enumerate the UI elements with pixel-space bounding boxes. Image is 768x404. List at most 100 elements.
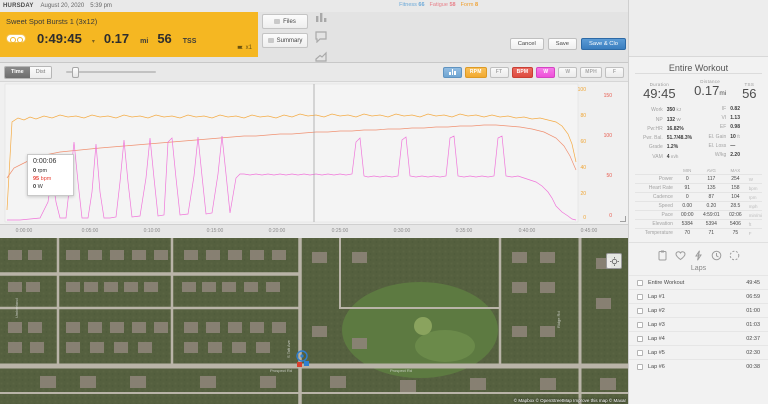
panel-title: Entire Workout [668, 63, 729, 73]
metric-button-w-power[interactable]: W [536, 66, 556, 78]
chart-toolbar: Time Dist RPM FT BPM W W MPH F [0, 63, 628, 82]
lightning-icon[interactable] [693, 250, 704, 261]
lap-checkbox[interactable] [637, 293, 643, 300]
list-icon [267, 38, 274, 43]
clipboard-icon[interactable] [657, 250, 668, 261]
table-row: Power 0 117 254 W [635, 174, 762, 184]
list-item[interactable]: Lap #3 01:03 [629, 317, 768, 331]
stat-tss: TSS 56 [742, 82, 757, 101]
stat-vi: VI 1.13 [721, 115, 740, 121]
metric-button-rpm[interactable]: RPM [464, 66, 487, 78]
table-row: Temperature 70 71 75 F [635, 228, 762, 237]
table-row: Speed 0.00 0.20 28.5 mph [635, 201, 762, 211]
heart-icon[interactable] [675, 250, 686, 261]
stat-distance: Distance 0.17mi [694, 79, 727, 98]
files-button[interactable]: Files [262, 14, 308, 29]
list-item[interactable]: Lap #4 02:37 [629, 331, 768, 345]
satellite-map-image: Umberland S Taft Ave Ridge Rd Prospect R… [0, 238, 628, 404]
clock-icon[interactable] [711, 250, 722, 261]
bar-chart-icon[interactable] [314, 10, 328, 23]
table-row: Pace 00:00 4:59:01 02:06 min/mi [635, 210, 762, 220]
lap-count-badge: x1 [237, 45, 252, 51]
distance-value[interactable]: 0.17 [103, 31, 130, 46]
flag-icon [237, 45, 243, 51]
crosshair-icon [609, 256, 619, 266]
svg-text:Prospect Rd: Prospect Rd [390, 368, 412, 373]
metric-button-w[interactable]: W [558, 66, 578, 78]
trend-chart-icon[interactable] [314, 50, 328, 63]
metric-button-bpm[interactable]: BPM [511, 66, 534, 78]
workout-time: 5:39 pm [90, 3, 112, 9]
file-buttons-group: Files Summary [262, 14, 310, 52]
pmc-metrics: Fitness 66 Fatigue 58 Form 8 [399, 2, 478, 8]
smoothing-slider[interactable] [66, 66, 157, 78]
list-item[interactable]: Lap #1 06:59 [629, 289, 768, 303]
laps-heading: Laps [690, 265, 707, 272]
summary-button[interactable]: Summary [262, 33, 308, 48]
chart-resize-handle[interactable] [620, 216, 626, 222]
table-row: Heart Rate 91 135 158 bpm [635, 183, 762, 193]
svg-text:Ridge Rd: Ridge Rd [556, 311, 561, 328]
list-item[interactable]: Lap #5 02:30 [629, 345, 768, 359]
slider-track [66, 71, 157, 73]
stat-w-per-kg: W/kg 2.20 [714, 152, 740, 158]
stat-pw-hr: Pw:HR 16.82% [647, 126, 684, 132]
panel-tab-icons [629, 242, 768, 265]
table-row: Cadence 0 87 104 rpm [635, 192, 762, 202]
lap-checkbox[interactable] [637, 363, 643, 370]
svg-text:S Taft Ave: S Taft Ave [286, 339, 291, 358]
metric-button-f[interactable]: F [605, 66, 624, 78]
top-icon-rail [314, 10, 328, 63]
stat-power-balance: Pwr. Bal. 51.7/48.3% [643, 135, 693, 141]
tooltip-time: 0:00:06 [33, 158, 57, 165]
circle-icon[interactable] [729, 250, 740, 261]
form-metric: Form 8 [460, 2, 478, 8]
folder-icon [274, 19, 281, 24]
stat-grade: Grade 1.2% [648, 144, 679, 150]
metric-toggle-group: RPM FT BPM W W MPH F [442, 66, 624, 78]
axis-mode-time[interactable]: Time [5, 66, 30, 78]
table-row: Elevation 5384 5394 5406 ft [635, 219, 762, 229]
divider [635, 73, 762, 74]
svg-text:Umberland: Umberland [14, 298, 19, 318]
tss-value[interactable]: 56 [157, 31, 172, 46]
axis-mode-dist[interactable]: Dist [29, 66, 52, 78]
save-button[interactable]: Save [547, 38, 577, 50]
map-panel[interactable]: Umberland S Taft Ave Ridge Rd Prospect R… [0, 238, 628, 404]
locate-button[interactable] [606, 253, 622, 269]
lap-checkbox[interactable] [637, 321, 643, 328]
axis-mode-toggle[interactable]: Time Dist [4, 65, 53, 79]
chart-plot-area[interactable]: 100 80 60 40 20 0 150 100 50 0 0:00:06 0 rpm 9… [0, 82, 628, 237]
comment-icon[interactable] [314, 30, 328, 43]
x-axis: 0:00:00 0:05:00 0:10:00 0:15:00 0:20:00 … [0, 224, 628, 237]
date-bar: HURSDAY August 20, 2020 5:39 pm Fitness … [0, 0, 628, 12]
lap-checkbox[interactable] [637, 335, 643, 342]
save-and-close-button[interactable]: Save & Clo [581, 38, 626, 50]
metric-button-mph[interactable]: MPH [580, 66, 602, 78]
duration-value[interactable]: 0:49:45 [37, 31, 82, 46]
tooltip-row-heartrate: 95 bpm [33, 176, 52, 182]
lap-checkbox[interactable] [637, 279, 643, 286]
slider-knob[interactable] [72, 66, 80, 78]
workout-headline-stats: 0:49:45 ▾ 0.17 mi 56 TSS [0, 26, 258, 46]
lap-checkbox[interactable] [637, 307, 643, 314]
metric-button-ft[interactable]: FT [489, 66, 509, 78]
chevron-down-icon[interactable]: ▾ [91, 39, 95, 45]
list-item[interactable]: Lap #2 01:00 [629, 303, 768, 317]
workout-title[interactable]: Sweet Spot Bursts 1 (3x12) [6, 17, 98, 26]
fitness-metric: Fitness 66 [399, 2, 425, 8]
list-item[interactable]: Lap #6 00:38 [629, 359, 768, 373]
svg-text:Prospect Rd: Prospect Rd [270, 368, 292, 373]
list-item[interactable]: Entire Workout 49:45 [629, 275, 768, 289]
lap-checkbox[interactable] [637, 349, 643, 356]
laps-list: Entire Workout 49:45 Lap #1 06:59 Lap #2… [629, 275, 768, 373]
col-max: MAX [730, 168, 741, 173]
chart-type-button[interactable] [442, 66, 462, 78]
bike-icon [6, 34, 26, 43]
map-attribution[interactable]: © Mapbox © OpenStreetMap Improve this ma… [513, 398, 626, 403]
stat-el-loss: El. Loss — [708, 143, 736, 149]
cancel-button[interactable]: Cancel [509, 38, 544, 50]
stat-if: IF 0.82 [721, 106, 740, 112]
col-avg: AVG [706, 168, 716, 173]
